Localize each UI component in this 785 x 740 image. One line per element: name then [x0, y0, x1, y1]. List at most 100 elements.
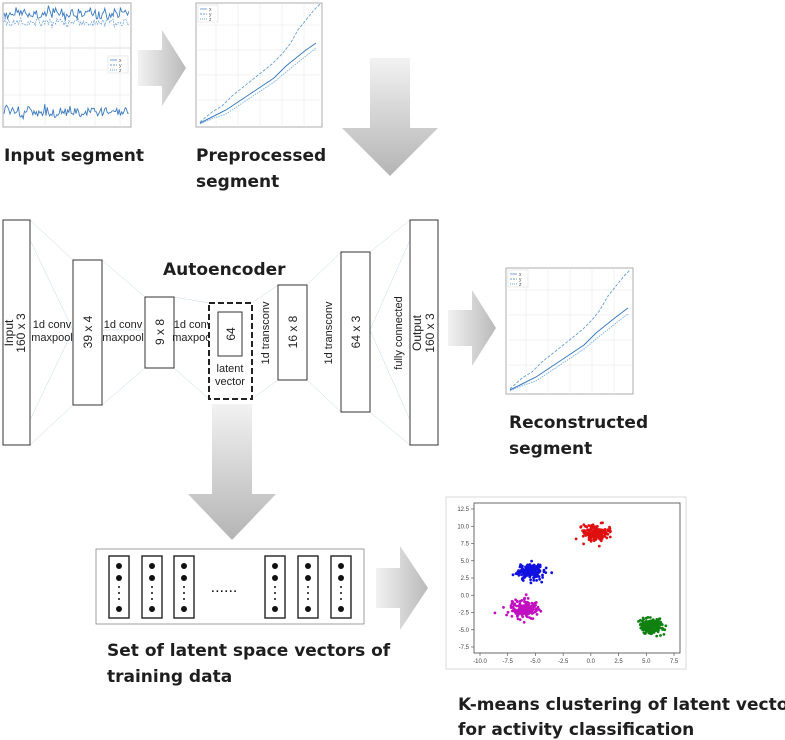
scatter-point — [523, 606, 526, 610]
y-tick-label: 7.5 — [461, 542, 470, 548]
input-legend: x y z — [107, 55, 129, 74]
scatter-point — [534, 601, 538, 604]
scatter-point — [531, 617, 535, 620]
scatter-point — [663, 628, 667, 632]
scatter-point — [593, 531, 596, 535]
scatter-point — [522, 604, 525, 607]
pre-legend-x: x — [209, 7, 212, 13]
scatter-point — [579, 525, 583, 528]
arrow-output-to-reconstructed — [448, 290, 496, 366]
caption-kmeans-2: for activity classification — [458, 720, 694, 740]
scatter-point — [656, 629, 660, 633]
scatter-point — [520, 613, 524, 616]
latent-vector-cell — [173, 555, 195, 619]
scatter-point — [535, 567, 538, 571]
cluster — [637, 616, 668, 638]
arrow-latent-to-vectors — [188, 404, 276, 540]
scatter-point — [525, 600, 529, 604]
scatter-point — [529, 572, 532, 576]
scatter-point — [528, 563, 532, 566]
scatter-point — [521, 576, 525, 580]
scatter-point — [536, 607, 539, 611]
layer-64x3-label: 64 x 3 — [349, 315, 363, 348]
scatter-point — [587, 524, 591, 527]
layer-16x8: 16 x 8 — [277, 284, 308, 381]
cluster — [493, 593, 543, 624]
scatter-point — [515, 604, 518, 608]
latent-vector-cell — [264, 555, 286, 619]
scatter-point — [657, 617, 661, 621]
scatter-point — [662, 633, 666, 636]
scatter-point — [521, 615, 525, 619]
scatter-point — [535, 613, 539, 616]
scatter-point — [583, 524, 587, 528]
scatter-point — [656, 621, 659, 624]
scatter-point — [647, 625, 651, 629]
scatter-point — [540, 580, 544, 584]
scatter-point — [645, 626, 649, 630]
x-tick-label: -2.5 — [558, 659, 569, 665]
scatter-point — [584, 529, 587, 533]
scatter-point — [592, 537, 596, 540]
layer-output: Output 160 x 3 — [409, 219, 439, 446]
scatter-point — [530, 607, 534, 611]
scatter-point — [592, 539, 596, 542]
y-tick-label: 0.0 — [461, 593, 470, 599]
scatter-point — [528, 616, 531, 619]
op-maxpool-2: maxpool — [102, 332, 144, 344]
rec-legend-x: x — [519, 272, 522, 278]
layer-output-shape: 160 x 3 — [423, 313, 437, 353]
scatter-point — [531, 572, 535, 576]
latent-vector-cell — [141, 555, 163, 619]
scatter-point — [516, 600, 519, 604]
kmeans-scatter-plot: -10.0 -7.5 -5.0 -2.5 0.0 2.5 5.0 7.5 12.5 10.0 7.… — [445, 496, 687, 670]
scatter-point — [582, 542, 585, 546]
op-transconv-2: 1d transconv — [323, 301, 335, 364]
scatter-point — [599, 532, 602, 535]
scatter-point — [519, 564, 522, 567]
x-tick-label: 2.5 — [614, 659, 623, 665]
scatter-point — [655, 634, 659, 638]
scatter-point — [527, 612, 530, 616]
scatter-point — [652, 623, 655, 627]
scatter-point — [601, 521, 604, 525]
scatter-point — [604, 531, 608, 535]
scatter-point — [592, 526, 595, 530]
x-tick-label: 7.5 — [670, 659, 679, 665]
scatter-point — [502, 606, 505, 609]
layer-input: Input 160 x 3 — [2, 219, 31, 446]
scatter-point — [532, 564, 536, 568]
layer-9x8: 9 x 8 — [144, 296, 175, 369]
scatter-point — [514, 609, 518, 613]
scatter-point — [520, 573, 523, 577]
x-tick-label: -7.5 — [503, 659, 514, 665]
x-tick-label: 0.0 — [587, 659, 596, 665]
scatter-point — [526, 603, 530, 607]
scatter-point — [524, 593, 528, 597]
scatter-point — [541, 573, 544, 577]
y-tick-label: 12.5 — [457, 507, 469, 513]
caption-preprocessed-2: segment — [196, 172, 279, 192]
scatter-point — [532, 578, 536, 582]
latent-vectors-set: ...... — [95, 548, 365, 625]
caption-latent-set-1: Set of latent space vectors of — [107, 641, 391, 661]
scatter-point — [517, 612, 520, 616]
scatter-point — [603, 528, 607, 531]
scatter-point — [531, 569, 535, 572]
latent-label-2: vector — [215, 376, 245, 388]
autoencoder-connections — [29, 219, 411, 446]
scatter-point — [651, 625, 655, 629]
op-maxpool-1: maxpool — [31, 332, 73, 344]
scatter-point — [537, 575, 541, 578]
scatter-point — [522, 620, 526, 624]
cluster — [511, 559, 554, 585]
latent-vector-cell — [297, 555, 319, 619]
scatter-point — [538, 569, 542, 573]
scatter-point — [535, 579, 538, 582]
scatter-point — [544, 566, 548, 570]
scatter-point — [602, 534, 606, 538]
scatter-point — [521, 568, 525, 572]
scatter-point — [530, 601, 534, 605]
scatter-point — [574, 537, 578, 541]
scatter-point — [591, 523, 595, 527]
